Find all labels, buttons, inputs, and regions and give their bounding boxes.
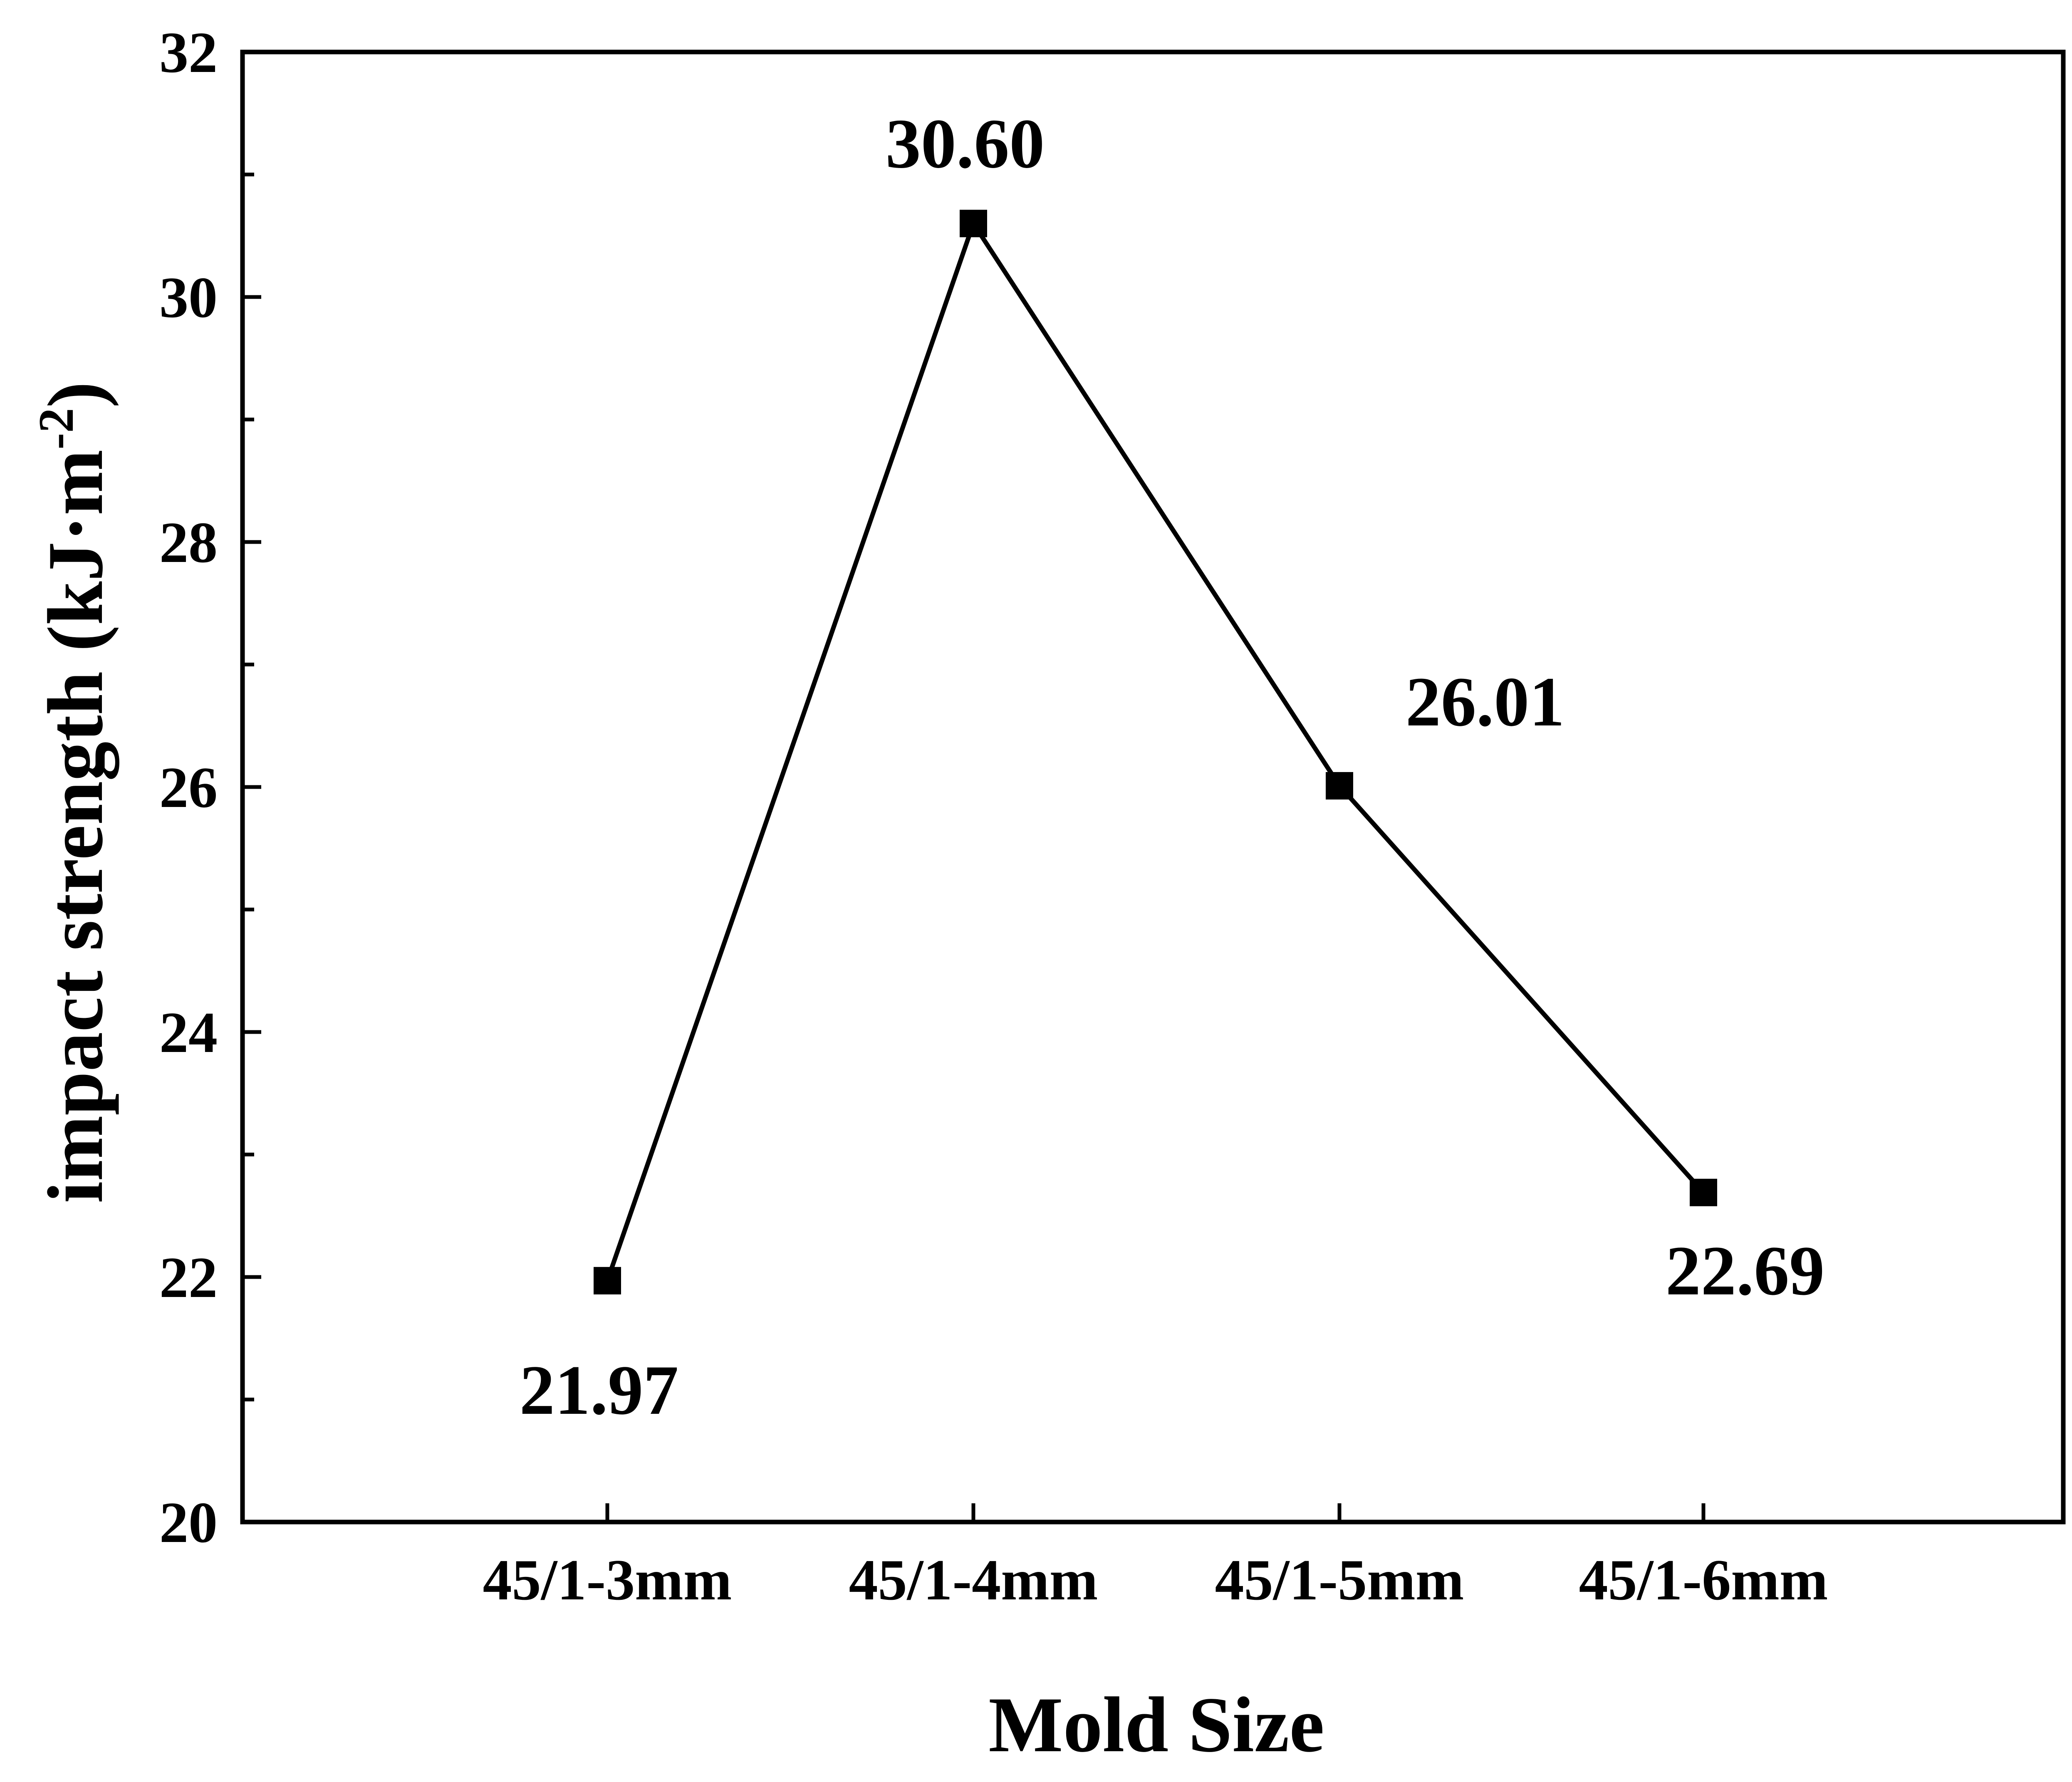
y-tick-label: 24: [159, 1000, 218, 1065]
y-axis-title-close: ): [32, 381, 119, 408]
data-label: 30.60: [886, 104, 1045, 183]
y-tick-label: 32: [159, 20, 218, 85]
data-label: 22.69: [1666, 1232, 1825, 1310]
data-label: 21.97: [520, 1351, 679, 1429]
data-label: 26.01: [1406, 663, 1565, 741]
plot-layer: [594, 210, 1717, 1294]
x-axis-title: Mold Size: [988, 1681, 1324, 1769]
y-axis-title-superscript: -2: [28, 408, 84, 450]
series-line: [605, 218, 1706, 1282]
y-tick-label: 20: [159, 1490, 218, 1555]
data-point: [594, 1267, 621, 1294]
x-tick-label: 45/1-3mm: [483, 1548, 732, 1612]
data-point: [960, 210, 987, 238]
data-point: [1690, 1178, 1717, 1206]
data-point: [1326, 772, 1353, 800]
x-tick-label: 45/1-6mm: [1579, 1548, 1828, 1612]
axis-layer: 20 22 24 26 28 30 32 45/1-3mm 45/1-4mm 45/1-5mm 45…: [159, 20, 2066, 1612]
y-axis-title: impact strength (kJ·m-2): [28, 381, 119, 1203]
label-layer: 21.97 30.60 26.01 22.69: [520, 104, 1825, 1429]
y-tick-label: 22: [159, 1245, 218, 1310]
x-tick-label: 45/1-4mm: [849, 1548, 1098, 1612]
y-axis-title-main: impact strength (kJ·m: [32, 450, 119, 1203]
y-tick-label: 26: [159, 755, 218, 820]
y-tick-label: 30: [159, 265, 218, 330]
y-tick-label: 28: [159, 510, 218, 575]
x-tick-label: 45/1-5mm: [1215, 1548, 1464, 1612]
